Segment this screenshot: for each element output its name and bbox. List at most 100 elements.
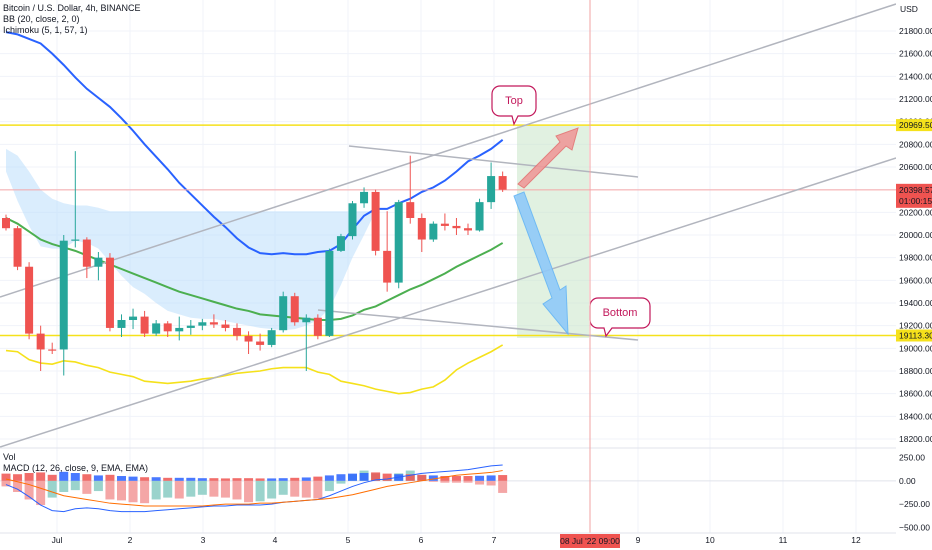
candle-body[interactable]: [406, 202, 415, 218]
price-axis[interactable]: USD21800.0021600.0021400.0021200.0021000…: [896, 0, 932, 550]
candle-body[interactable]: [59, 240, 68, 350]
candle-body[interactable]: [94, 257, 103, 267]
candle-body[interactable]: [163, 323, 172, 332]
candle-body[interactable]: [498, 176, 507, 190]
candle-body[interactable]: [336, 236, 345, 251]
candle-body[interactable]: [82, 239, 91, 267]
volume-bar: [47, 474, 57, 481]
candle-body[interactable]: [244, 335, 253, 342]
macd-hist-bar: [163, 480, 173, 498]
candle-body[interactable]: [290, 296, 299, 323]
candle-body[interactable]: [302, 317, 311, 323]
candle-body[interactable]: [487, 176, 496, 203]
candle-body[interactable]: [383, 250, 392, 283]
candle-body[interactable]: [209, 322, 218, 325]
ichimoku-cloud: [6, 148, 376, 331]
top-callout-box[interactable]: [491, 85, 537, 126]
callouts[interactable]: Top Bottom: [491, 85, 651, 338]
volume-bar: [348, 473, 357, 481]
ichimoku-legend[interactable]: Ichimoku (5, 1, 57, 1): [3, 25, 88, 35]
candle-body[interactable]: [36, 333, 45, 350]
macd-tick: 0.00: [899, 476, 916, 486]
candle-body[interactable]: [25, 266, 34, 334]
candle-body[interactable]: [105, 257, 114, 328]
volume-bar: [105, 474, 115, 481]
macd-hist-bar: [70, 480, 80, 491]
macd-hist-bar: [24, 480, 34, 500]
candle-body[interactable]: [394, 202, 403, 283]
macd-hist-bar: [463, 480, 473, 483]
candle-body[interactable]: [13, 228, 22, 267]
volume-bar: [417, 474, 427, 481]
macd-hist-bar: [486, 480, 496, 486]
time-tick: 11: [779, 535, 788, 545]
candle-body[interactable]: [417, 218, 426, 240]
price-tick: 19600.00: [899, 275, 932, 285]
candle-body[interactable]: [221, 324, 230, 328]
time-tick: 6: [419, 535, 424, 545]
macd-legend[interactable]: MACD (12, 26, close, 9, EMA, EMA): [3, 463, 149, 473]
candle-body[interactable]: [152, 323, 161, 334]
candle-body[interactable]: [140, 316, 149, 334]
volume-bar: [382, 473, 392, 481]
candle-body[interactable]: [360, 191, 369, 204]
candle-body[interactable]: [71, 239, 80, 241]
macd-hist-bar: [209, 480, 219, 497]
bb-legend[interactable]: BB (20, close, 2, 0): [3, 14, 80, 24]
macd-hist-bar: [197, 480, 207, 495]
candle-body[interactable]: [452, 225, 461, 229]
candle-body[interactable]: [117, 320, 126, 328]
vol-legend[interactable]: Vol: [3, 452, 16, 462]
candle-body[interactable]: [198, 322, 207, 326]
legend: Bitcoin / U.S. Dollar, 4h, BINANCE BB (2…: [3, 3, 141, 36]
time-tick: 10: [705, 535, 715, 545]
price-tick: 19000.00: [899, 343, 932, 353]
candle-body[interactable]: [464, 228, 472, 231]
time-axis[interactable]: Jul 2 3 4 5 6 7 9 10 11 12 08 Jul '22 09:00: [0, 532, 896, 548]
candlesticks[interactable]: [2, 151, 507, 376]
macd-hist-bar: [82, 480, 92, 494]
price-tick: 18400.00: [899, 411, 932, 421]
volume-bar: [151, 477, 161, 481]
volume-bar: [163, 477, 173, 481]
candle-body[interactable]: [233, 327, 241, 336]
top-callout-label: Top: [505, 95, 523, 107]
volume-bar: [371, 472, 381, 481]
candle-body[interactable]: [429, 223, 438, 240]
volume-bar: [486, 475, 496, 481]
candle-body[interactable]: [175, 327, 184, 332]
macd-hist-bar: [117, 480, 126, 501]
macd-pane: [0, 464, 896, 513]
macd-hist-bar: [47, 480, 57, 498]
candle-body[interactable]: [313, 317, 322, 336]
volume-bar: [117, 476, 126, 481]
price-tick: 19200.00: [899, 321, 932, 331]
time-tick: 5: [346, 535, 351, 545]
symbol-title[interactable]: Bitcoin / U.S. Dollar, 4h, BINANCE: [3, 3, 141, 13]
candle-body[interactable]: [256, 341, 265, 345]
candle-body[interactable]: [267, 330, 276, 345]
price-tick: 21200.00: [899, 94, 932, 104]
trend-line: [0, 3, 897, 298]
candle-body[interactable]: [48, 349, 57, 351]
candle-body[interactable]: [371, 191, 380, 251]
up-arrow: [517, 127, 579, 189]
macd-hist-bar: [13, 480, 23, 492]
candle-body[interactable]: [186, 325, 195, 328]
price-tick: 21600.00: [899, 49, 932, 59]
macd-hist-bar: [36, 480, 46, 506]
candle-body[interactable]: [2, 218, 10, 229]
macd-hist-bar: [105, 480, 115, 500]
candle-body[interactable]: [440, 223, 449, 226]
volume-bar: [59, 471, 69, 481]
macd-hist-bar: [475, 480, 485, 485]
candle-body[interactable]: [279, 296, 288, 331]
price-tick: 19800.00: [899, 253, 932, 263]
candle-body[interactable]: [325, 250, 334, 336]
trend-line: [0, 157, 897, 448]
candle-body[interactable]: [129, 316, 138, 320]
candle-body[interactable]: [348, 203, 357, 237]
candle-body[interactable]: [475, 202, 484, 231]
macd-hist-bar: [93, 480, 103, 492]
